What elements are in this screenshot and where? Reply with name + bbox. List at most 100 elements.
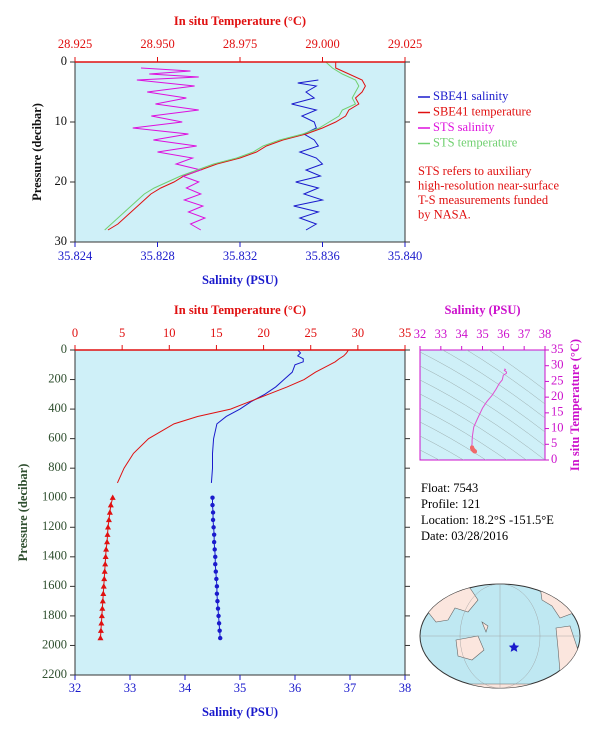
marker (109, 494, 116, 500)
density-contour (420, 351, 545, 433)
marker (105, 524, 111, 530)
marker (99, 597, 106, 604)
marker (100, 583, 107, 589)
legend-label: STS salinity (433, 120, 495, 134)
y-tick-label: 30 (55, 234, 68, 248)
plot-background (74, 61, 406, 243)
profile-line (291, 79, 325, 231)
float-info: Float: 7543 (421, 481, 478, 495)
marker (218, 635, 223, 641)
x-tick-label: 35.828 (140, 249, 174, 263)
y-axis-title: Pressure (decibar) (30, 103, 44, 201)
density-contour (420, 407, 508, 460)
y-tick-label: 2200 (42, 667, 67, 681)
x2-tick-label: 28.925 (58, 37, 92, 51)
density-contour (420, 449, 440, 460)
x-tick-label: 35 (234, 681, 247, 695)
y-tick-label: 5 (551, 436, 557, 450)
marker (215, 606, 221, 611)
float-info: Date: 03/28/2016 (421, 529, 508, 543)
density-contour (442, 350, 545, 419)
x-tick-label: 37 (518, 327, 531, 341)
plot-background (419, 349, 546, 461)
marker (210, 495, 215, 500)
marker (217, 628, 222, 633)
marker (210, 510, 216, 515)
y-axis-title: In situ Temperature (°C) (568, 339, 582, 471)
world-map (419, 583, 581, 689)
y-axis-title: Pressure (decibar) (16, 464, 30, 562)
marker (105, 516, 112, 523)
marker (211, 525, 216, 530)
marker (214, 591, 220, 596)
y-tick-label: 1800 (42, 608, 67, 622)
x-tick-label: 32 (414, 327, 427, 341)
marker (102, 553, 109, 560)
y-tick-label: 0 (61, 54, 67, 68)
y-tick-label: 15 (551, 405, 564, 419)
x2-tick-label: 10 (163, 326, 176, 340)
density-contour (488, 350, 545, 391)
float-info: Profile: 121 (421, 497, 480, 511)
marker (98, 620, 105, 626)
x-tick-label: 35.832 (223, 249, 257, 263)
marker (216, 621, 222, 626)
x2-tick-label: 29.025 (388, 37, 422, 51)
x2-tick-label: 5 (119, 326, 125, 340)
x-tick-label: 34 (179, 681, 192, 695)
marker (211, 532, 217, 537)
x2-tick-label: 15 (210, 326, 223, 340)
marker (100, 590, 107, 596)
x-tick-label: 33 (124, 681, 137, 695)
marker (102, 561, 109, 567)
y-tick-label: 1400 (42, 549, 67, 563)
marker (101, 575, 108, 582)
x-axis-title: Salinity (PSU) (202, 705, 278, 719)
marker (104, 531, 111, 537)
annotation: STS refers to auxiliary (418, 164, 532, 178)
legend-label: STS temperature (433, 135, 518, 149)
y-tick-label: 20 (551, 389, 564, 403)
density-contour (420, 379, 545, 460)
profile-line (210, 349, 304, 483)
x-tick-label: 32 (69, 681, 82, 695)
y-tick-label: 10 (55, 114, 68, 128)
x-tick-label: 35.824 (58, 249, 93, 263)
marker (98, 612, 105, 619)
x-tick-label: 34 (455, 327, 468, 341)
x2-tick-label: 29.000 (305, 37, 339, 51)
x-tick-label: 38 (539, 327, 552, 341)
y-tick-label: 600 (48, 431, 67, 445)
marker (214, 576, 219, 582)
x-axis-title: Salinity (PSU) (444, 303, 520, 317)
x2-tick-label: 0 (72, 326, 78, 340)
x-tick-label: 38 (399, 681, 412, 695)
marker (103, 546, 110, 552)
y-tick-label: 800 (48, 460, 67, 474)
profile-line (132, 67, 207, 231)
float-info: Location: 18.2°S -151.5°E (421, 513, 554, 527)
y-tick-label: 0 (551, 452, 557, 466)
marker (210, 517, 216, 523)
x2-axis-title: In situ Temperature (°C) (174, 14, 306, 28)
marker (97, 634, 104, 641)
x-tick-label: 36 (497, 327, 510, 341)
annotation: high-resolution near-surface (418, 178, 559, 192)
marker (99, 605, 106, 611)
y-tick-label: 400 (48, 401, 67, 415)
x2-tick-label: 28.950 (140, 37, 174, 51)
annotation: T-S measurements funded (418, 193, 549, 207)
density-contour (420, 421, 487, 460)
x-tick-label: 35.840 (388, 249, 422, 263)
ts-line (471, 368, 507, 446)
marker (211, 539, 217, 545)
annotation: by NASA. (418, 207, 471, 221)
y-tick-label: 10 (551, 420, 564, 434)
x2-tick-label: 28.975 (223, 37, 257, 51)
float-location (508, 642, 520, 652)
y-tick-label: 200 (48, 371, 67, 385)
profile-line (107, 62, 366, 231)
x-tick-label: 35 (476, 327, 489, 341)
marker (213, 562, 218, 567)
